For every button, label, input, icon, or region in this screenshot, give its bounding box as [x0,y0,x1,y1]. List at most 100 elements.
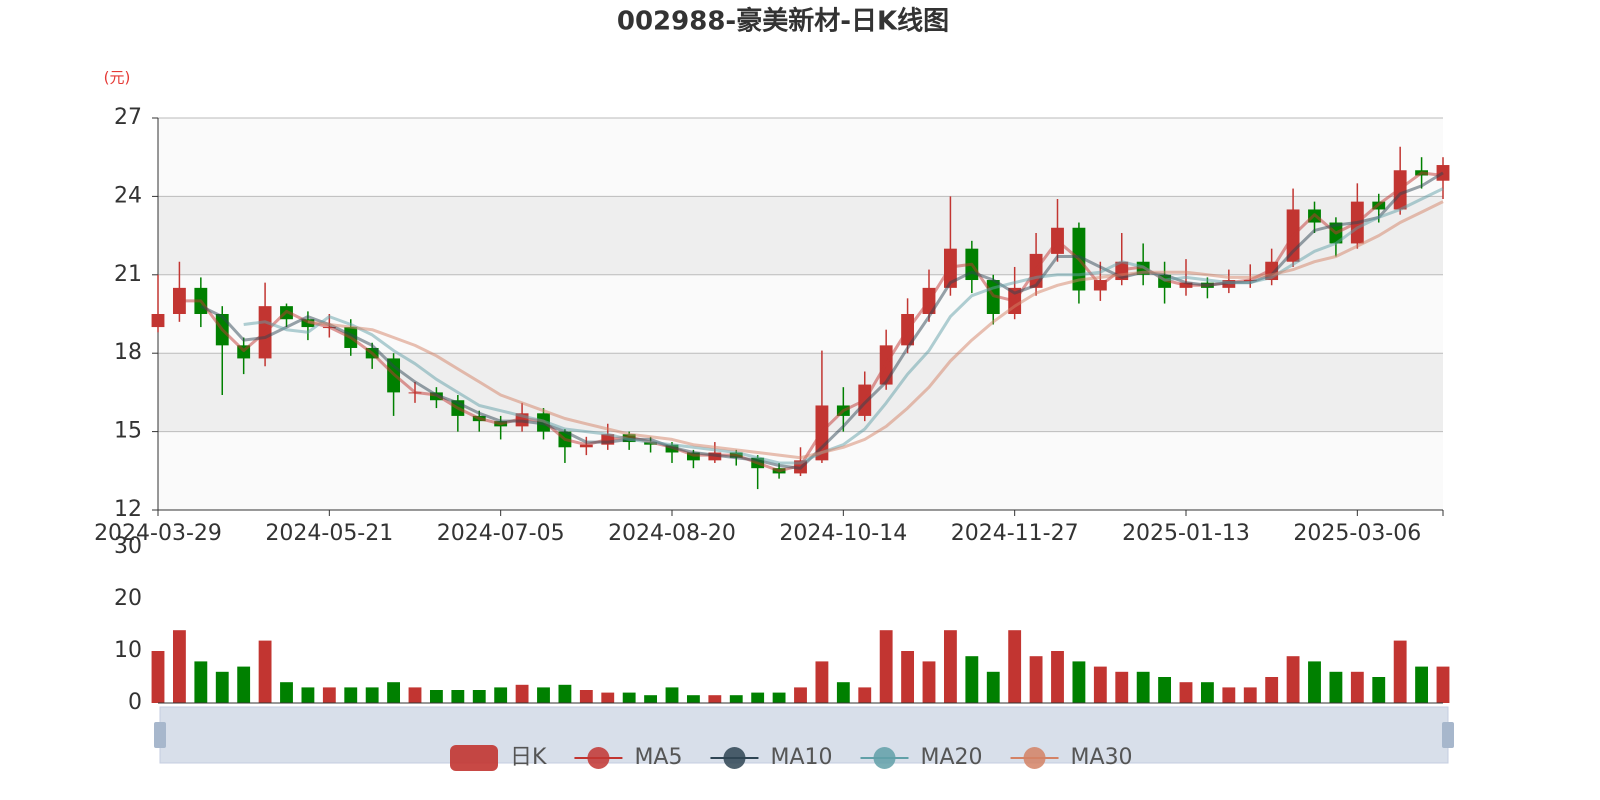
volume-bar [408,687,422,703]
volume-bar [451,690,465,703]
split-area [158,196,1443,275]
legend-icon [587,747,610,769]
y-tick-label: 15 [114,419,142,444]
volume-bar [1029,656,1043,703]
volume-bar [472,690,486,703]
volume-bar [1329,671,1343,703]
ma-line [243,187,1444,465]
chart-title: 002988-豪美新材-日K线图 [617,6,949,37]
y-tick-label: 0 [128,690,142,715]
volume-bar [344,687,358,703]
volume-bar [280,682,293,703]
legend-label: MA10 [770,745,832,770]
volume-bar [301,687,315,703]
volume-bar [708,695,722,703]
x-tick-label: 2025-01-13 [1122,521,1250,546]
volume-bar [622,692,636,703]
x-tick-label: 2024-08-20 [608,521,736,546]
volume-bar [836,682,850,703]
legend-icon [1023,747,1046,769]
volume-bar [558,684,572,703]
volume-bar [429,690,443,703]
legend-icon [723,747,746,769]
volume-bar [1436,666,1450,703]
y-tick-label: 10 [114,638,142,663]
volume-bar [215,671,229,703]
legend-item[interactable]: 日K [450,745,547,771]
candle-body [151,314,165,328]
volume-bar [1072,661,1086,703]
volume-bar [151,651,165,703]
x-tick-label: 2025-03-06 [1293,521,1421,546]
volume-bar [1265,677,1279,703]
volume-bar [515,684,529,703]
volume-bar [644,695,658,703]
legend-item[interactable]: MA20 [860,745,983,770]
volume-bar [1350,671,1364,703]
zoom-window[interactable] [159,706,1449,764]
legend-item[interactable]: MA30 [1010,745,1133,770]
legend-icon [450,745,498,771]
y-tick-label: 30 [114,534,142,559]
x-tick-label: 2024-05-21 [265,521,393,546]
volume-bar [1222,687,1236,703]
volume-bar [1093,666,1107,703]
legend-item[interactable]: MA5 [574,745,682,770]
split-area [158,118,1443,197]
volume-bar [237,666,251,703]
data-zoom-slider[interactable] [154,706,1454,764]
volume-bar [772,692,786,703]
volume-bar [729,695,743,703]
volume-bar [858,687,872,703]
legend-label: MA30 [1071,745,1133,770]
y-tick-label: 18 [114,340,142,365]
volume-bar [943,630,957,703]
split-area [158,353,1443,432]
zoom-handle-left[interactable] [154,722,166,748]
volume-bar [986,671,1000,703]
volume-bar [794,687,807,703]
volume-bar [1308,661,1321,703]
zoom-handle-right[interactable] [1442,722,1454,748]
volume-bar [322,687,336,703]
volume-bar [1051,651,1064,703]
volume-bar [922,661,936,703]
volume-bar [1158,677,1172,703]
volume-bar [815,661,829,703]
y-tick-label: 21 [114,262,142,287]
candle-body [1436,165,1450,181]
volume-bar [1200,682,1214,703]
y-tick-label: 12 [114,497,142,522]
volume-bar [965,656,979,703]
volume-bar [751,692,765,703]
volume-bar [665,687,679,703]
volume-bar [579,690,593,703]
x-tick-label: 2024-11-27 [951,521,1079,546]
volume-bar [537,687,550,703]
volume-bar [172,630,186,703]
volume-bar [1115,671,1129,703]
volume-bar [1415,666,1429,703]
volume-bar [1243,687,1257,703]
volume-bar [901,651,915,703]
volume-bar [879,630,893,703]
volume-bar [1286,656,1300,703]
y-tick-label: 27 [114,105,142,130]
legend-label: 日K [510,745,547,770]
legend-label: MA20 [921,745,983,770]
volume-bar [1372,677,1386,703]
legend: 日K MA5 MA10 MA20 MA30 [450,745,1133,771]
volume-bar [601,692,615,703]
volume-bar [1136,671,1150,703]
volume-bar [1008,630,1022,703]
legend-item[interactable]: MA10 [710,745,833,770]
volume-bar [387,682,401,703]
x-tick-label: 2024-07-05 [437,521,565,546]
ma-line [307,200,1444,460]
volume-bar [686,695,700,703]
x-tick-label: 2024-10-14 [779,521,907,546]
y-unit: (元) [104,69,131,87]
volume-bar [1393,640,1407,703]
legend-label: MA5 [634,745,682,770]
